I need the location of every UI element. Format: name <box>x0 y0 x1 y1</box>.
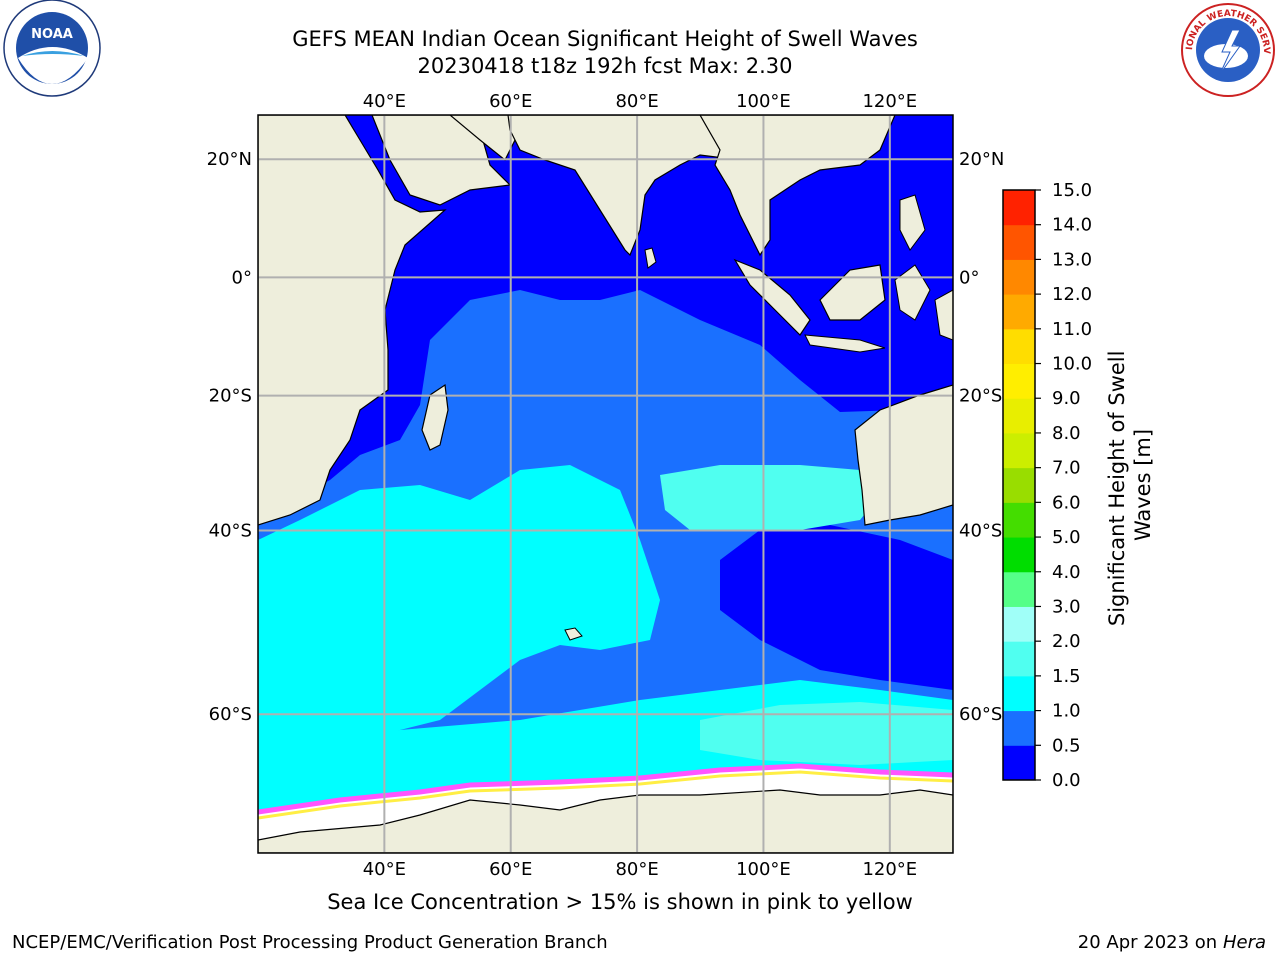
colorbar-tick-label: 0.0 <box>1052 770 1081 791</box>
swell-zone-cyan-west <box>258 465 660 770</box>
lon-label-top: 40°E <box>363 91 406 112</box>
lat-label-right: 20°N <box>959 149 1004 170</box>
lon-label-top: 60°E <box>489 91 532 112</box>
colorbar-tick-label: 3.0 <box>1052 596 1081 617</box>
swell-zone-low-southeast <box>720 525 953 690</box>
colorbar-tick-label: 12.0 <box>1052 284 1092 305</box>
land-java <box>804 334 886 353</box>
lat-label-left: 60°S <box>209 704 252 725</box>
colorbar-tick-label: 11.0 <box>1052 319 1092 340</box>
colorbar-segment <box>1003 224 1035 260</box>
land-borneo <box>819 264 886 321</box>
colorbar-tick-label: 10.0 <box>1052 354 1092 375</box>
lat-label-left: 20°N <box>207 149 252 170</box>
colorbar-segment <box>1003 432 1035 469</box>
land-new-guinea <box>934 289 953 341</box>
land-sulawesi <box>894 264 931 321</box>
map-plot-area <box>258 115 953 853</box>
map-grid <box>258 115 953 853</box>
map-title: GEFS MEAN Indian Ocean Significant Heigh… <box>292 27 918 51</box>
colorbar-segment <box>1003 675 1035 712</box>
colorbar-tick-label: 1.5 <box>1052 666 1081 687</box>
sea-ice-caption: Sea Ice Concentration > 15% is shown in … <box>327 890 913 914</box>
lat-label-left: 20°S <box>209 386 252 407</box>
colorbar-tick-label: 8.0 <box>1052 423 1081 444</box>
colorbar-segment <box>1003 641 1035 677</box>
lat-label-right: 60°S <box>959 704 1002 725</box>
colorbar-label: Significant Height of Swell Waves [m] <box>1105 344 1155 626</box>
noaa-logo-text: NOAA <box>31 27 73 42</box>
footer-right: 20 Apr 2023 on Hera <box>1078 932 1266 953</box>
land-kerguelen <box>564 627 583 641</box>
colorbar-tick-label: 0.5 <box>1052 735 1081 756</box>
map-subtitle: 20230418 t18z 192h fcst Max: 2.30 <box>417 54 793 78</box>
lon-label-bottom: 80°E <box>615 859 658 880</box>
land-antarctica <box>258 789 953 853</box>
colorbar-tick-label: 15.0 <box>1052 180 1092 201</box>
nws-logo: NATIONAL WEATHER SERVICE <box>1178 0 1275 97</box>
colorbar-segment <box>1003 745 1035 781</box>
colorbar-segment <box>1003 571 1035 607</box>
colorbar-tick-label: 9.0 <box>1052 388 1081 409</box>
land-madagascar <box>421 383 449 451</box>
colorbar-segment <box>1003 398 1035 434</box>
colorbar-tick-label: 2.0 <box>1052 631 1081 652</box>
lon-label-top: 80°E <box>615 91 658 112</box>
land-southeast-asia <box>699 115 896 257</box>
lon-label-top: 120°E <box>862 91 917 112</box>
colorbar-segment <box>1003 537 1035 573</box>
colorbar-tick-label: 6.0 <box>1052 492 1081 513</box>
lat-label-left: 40°S <box>209 520 252 541</box>
footer-date: 20 Apr 2023 on <box>1077 932 1223 953</box>
lat-label-right: 0° <box>959 267 979 288</box>
map-frame <box>257 114 954 854</box>
lat-label-left: 0° <box>232 267 252 288</box>
colorbar-segment <box>1003 606 1035 642</box>
land-australia <box>854 384 953 526</box>
footer-left: NCEP/EMC/Verification Post Processing Pr… <box>12 932 608 953</box>
colorbar-tick-label: 7.0 <box>1052 458 1081 479</box>
colorbar-frame <box>1002 189 1036 781</box>
colorbar-segment <box>1003 467 1035 503</box>
lat-label-right: 20°S <box>959 386 1002 407</box>
lon-label-bottom: 40°E <box>363 859 406 880</box>
colorbar-segment <box>1003 259 1035 295</box>
lat-label-right: 40°S <box>959 520 1002 541</box>
map-tick-labels: 40°E 40°E 60°E 60°E 80°E 80°E 100°E 100°E 120°E 1… <box>207 91 1005 880</box>
sea-ice-edge-pink <box>258 763 953 815</box>
colorbar-tick-label: 14.0 <box>1052 215 1092 236</box>
colorbar-segment <box>1003 190 1035 226</box>
colorbar-segment <box>1003 502 1035 538</box>
sea-ice-edge-yellow <box>258 770 953 820</box>
colorbar-tick-label: 1.0 <box>1052 701 1081 722</box>
colorbar-segment <box>1003 710 1035 746</box>
colorbar-tick-label: 4.0 <box>1052 562 1081 583</box>
land-sri-lanka <box>644 247 657 269</box>
footer-host: Hera <box>1222 932 1266 953</box>
colorbar-tick-label: 13.0 <box>1052 249 1092 270</box>
land-philippines <box>899 194 926 251</box>
colorbar-tick-label: 5.0 <box>1052 527 1081 548</box>
colorbar-segment <box>1003 328 1035 365</box>
colorbar-segment <box>1003 363 1035 399</box>
land-sumatra <box>733 258 811 336</box>
swell-zone-cyan-east <box>660 465 880 530</box>
lon-label-bottom: 60°E <box>489 859 532 880</box>
colorbar-segment <box>1003 294 1035 330</box>
lon-label-bottom: 100°E <box>736 859 791 880</box>
lon-label-top: 100°E <box>736 91 791 112</box>
lon-label-bottom: 120°E <box>862 859 917 880</box>
noaa-logo: NOAA <box>3 0 101 97</box>
map-figure: 40°E 40°E 60°E 60°E 80°E 80°E 100°E 100°E 120°E 1… <box>207 91 1155 880</box>
colorbar: 0.0 0.5 1.0 1.5 2.0 3.0 4.0 5.0 6.0 7.0 8.0 9.0 10.0… <box>1002 180 1092 791</box>
